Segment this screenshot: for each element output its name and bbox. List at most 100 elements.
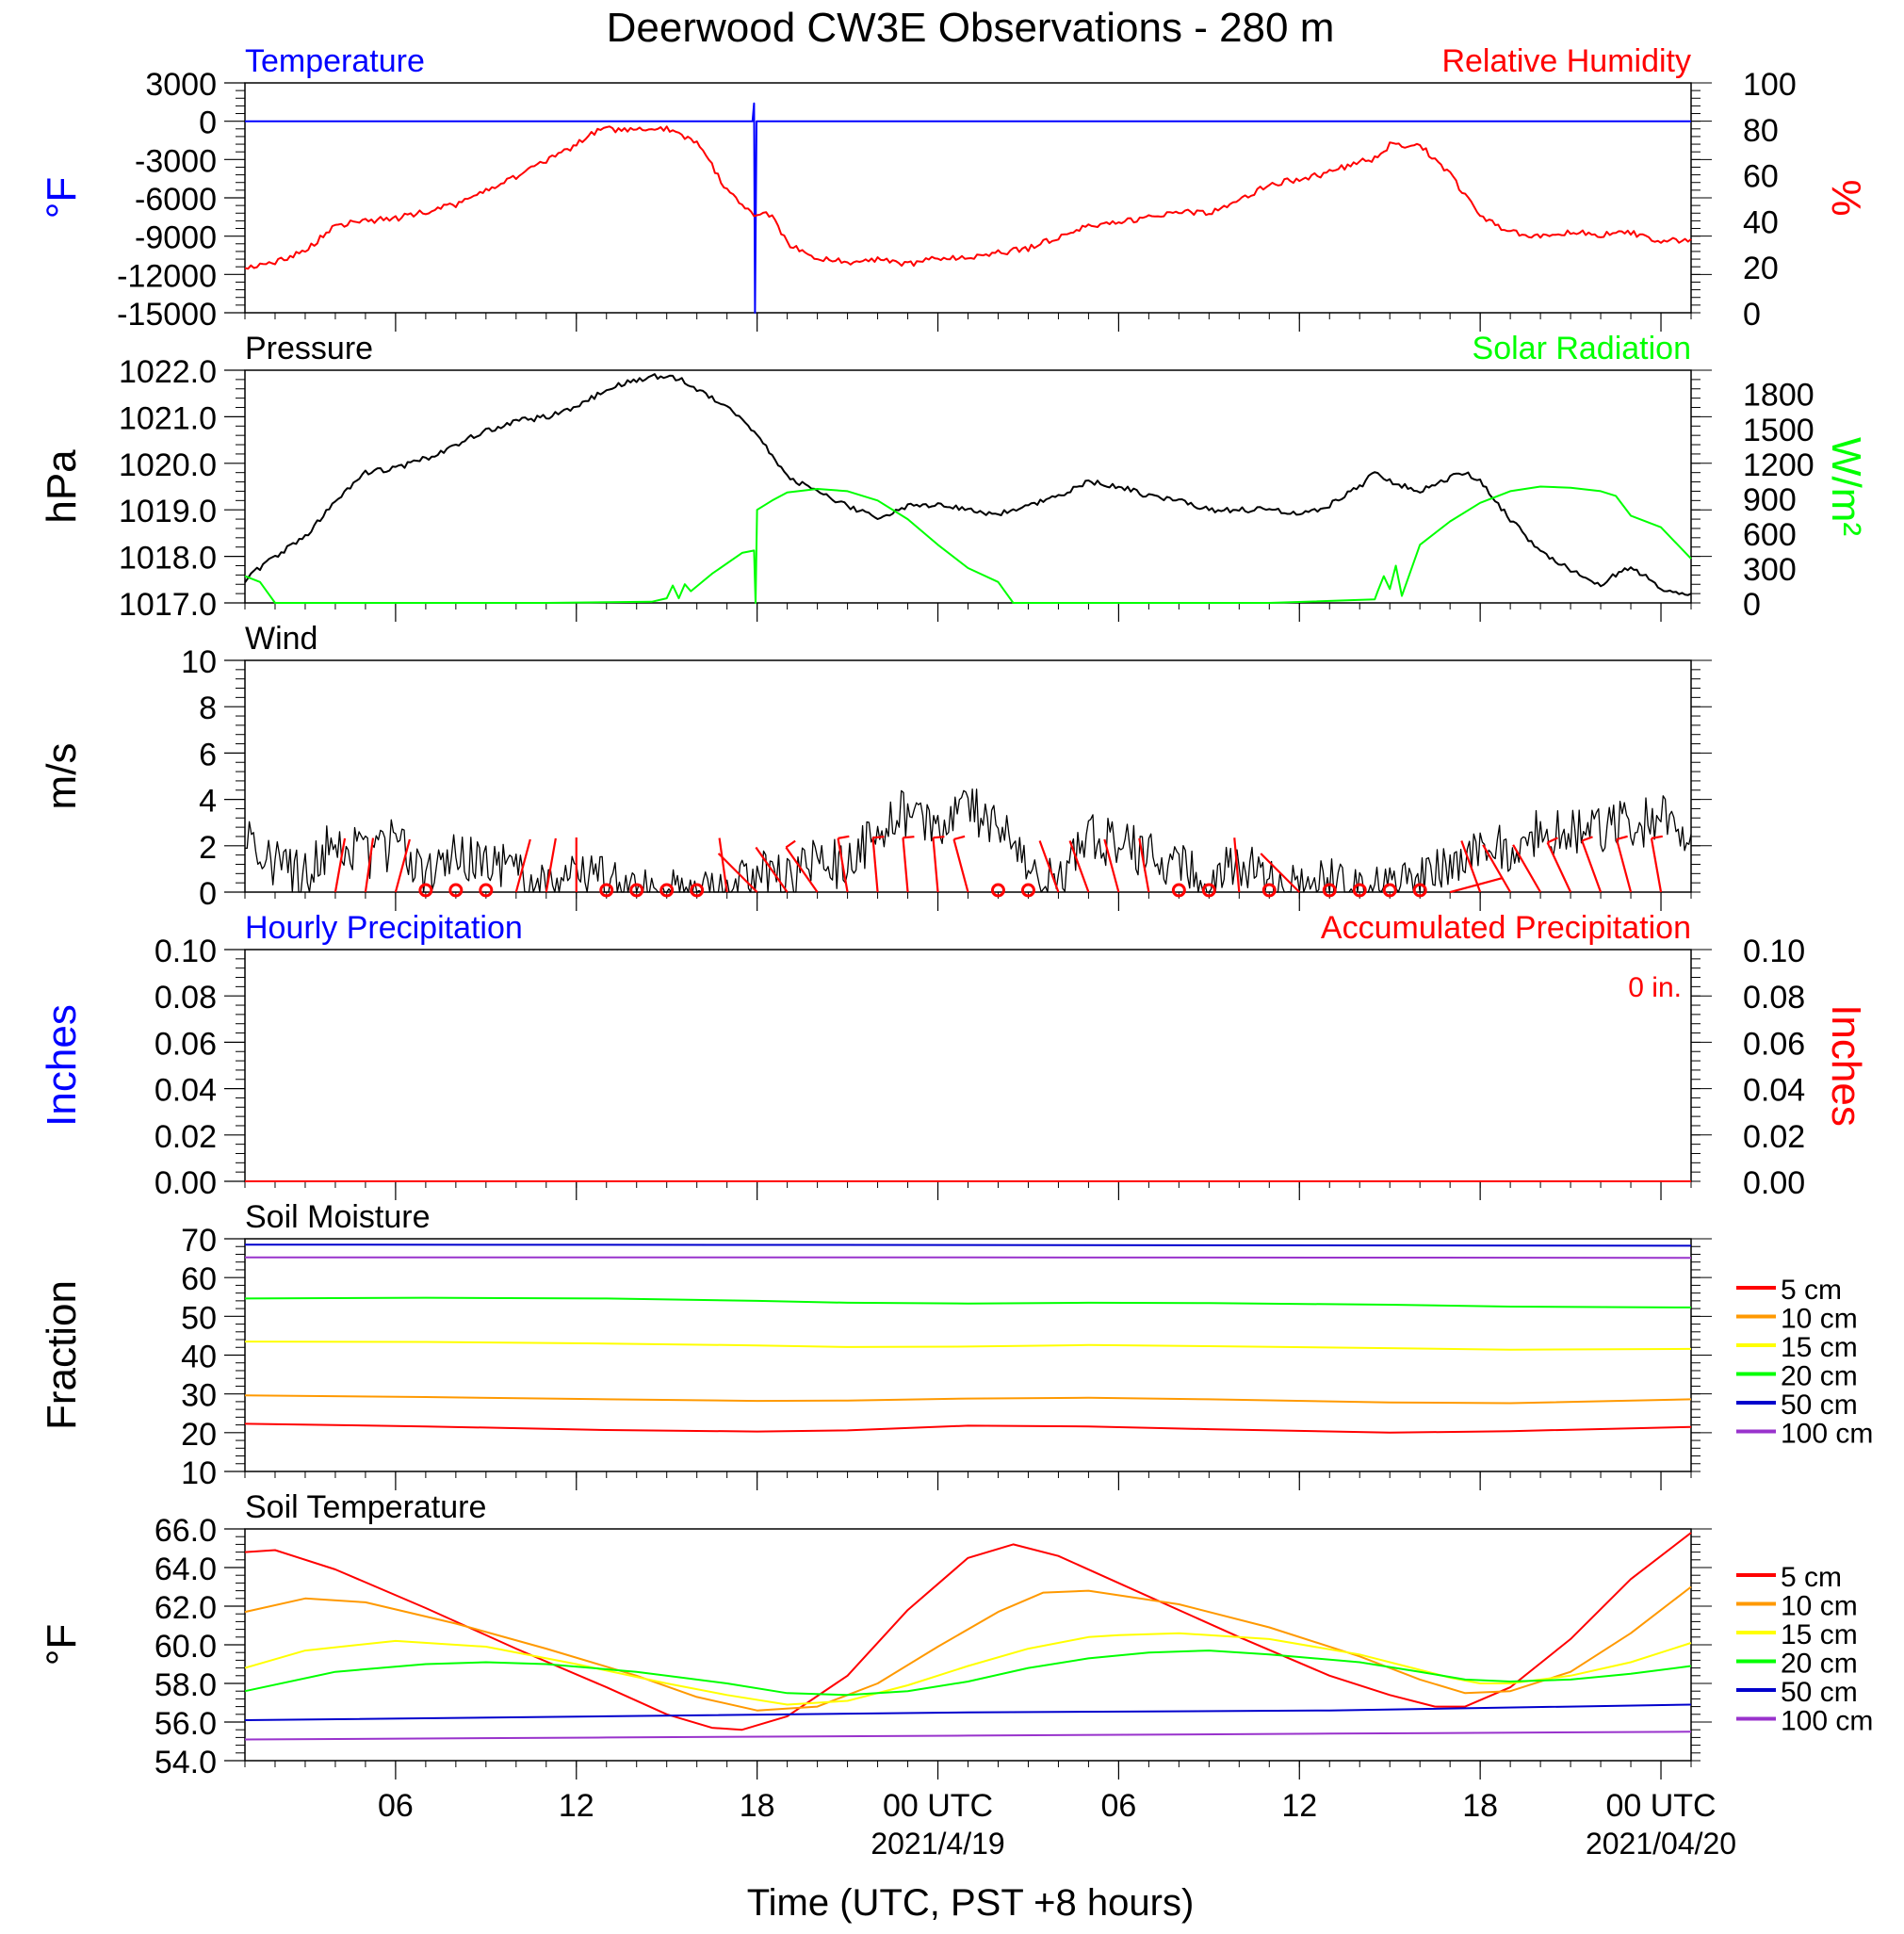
y-tick-label: 60.0	[155, 1629, 217, 1665]
wind-barb-feather	[1547, 837, 1558, 844]
y-tick-label: 70	[181, 1223, 217, 1259]
wind-barb-calm	[659, 883, 675, 898]
x-tick-label: 06	[1100, 1788, 1136, 1824]
x-tick-label: 18	[1462, 1788, 1498, 1824]
wind-barb-staff	[717, 853, 758, 893]
wind-barb	[718, 837, 728, 893]
wind-barb-feather	[953, 835, 966, 841]
wind-barb	[952, 835, 969, 893]
series-line-5cm	[244, 1532, 1692, 1731]
wind-barb-calm	[1020, 883, 1035, 898]
wind-barb	[1068, 840, 1090, 893]
panel-temp_rh: 30000-3000-6000-9000-12000-1500010080604…	[39, 43, 1869, 333]
y-tick-label: 3000	[145, 67, 217, 103]
wind-barb-staff	[1546, 841, 1572, 893]
series-line-1	[244, 485, 1692, 604]
x-date-label: 2021/04/20	[1586, 1827, 1736, 1861]
plot-frame	[244, 82, 1692, 314]
panel-soil_temperature: 66.064.062.060.058.056.054.0 Soil Tempera…	[39, 1489, 1873, 1780]
legend-label: 5 cm	[1781, 1562, 1842, 1593]
wind-barb-calm	[1171, 883, 1186, 898]
wind-barb	[755, 846, 789, 893]
wind-barb	[1038, 840, 1060, 893]
y-axis-label-left: Fraction	[39, 1280, 85, 1430]
y-tick-label: 62.0	[155, 1590, 217, 1626]
y-axis-label-right: Inches	[1823, 1004, 1869, 1127]
wind-barb-staff	[952, 838, 969, 893]
panel-title-right: Relative Humidity	[1441, 43, 1691, 79]
y-right-tick-label: 100	[1743, 67, 1797, 103]
panel-title-right: Solar Radiation	[1473, 331, 1691, 366]
legend-label: 50 cm	[1781, 1390, 1858, 1421]
legend-label: 20 cm	[1781, 1649, 1858, 1680]
y-tick-label: 30	[181, 1378, 217, 1414]
wind-barb	[1581, 836, 1603, 893]
y-tick-label: 60	[181, 1261, 217, 1297]
y-right-tick-label: 1800	[1743, 378, 1814, 414]
y-axis-label-left: °F	[39, 1624, 85, 1666]
series-line-20cm	[244, 1650, 1692, 1697]
panel-title-left: Soil Temperature	[245, 1489, 486, 1525]
y-tick-label: 56.0	[155, 1706, 217, 1742]
wind-barb-feather	[1651, 835, 1663, 839]
wind-barb-staff	[334, 837, 347, 893]
y-right-tick-label: 0	[1743, 297, 1761, 333]
wind-barb	[545, 837, 557, 893]
wind-barb-staff	[514, 838, 531, 893]
wind-barb	[334, 837, 347, 893]
legend-item: 10 cm	[1736, 1591, 1858, 1622]
x-axis-label: Time (UTC, PST +8 hours)	[747, 1882, 1195, 1924]
wind-barb-calm	[629, 883, 644, 898]
y-right-tick-label: 40	[1743, 204, 1779, 240]
wind-barb-feather	[838, 835, 850, 839]
wind-barb-calm	[1261, 883, 1277, 898]
legend-label: 5 cm	[1781, 1275, 1842, 1306]
legend-item: 50 cm	[1736, 1677, 1858, 1708]
wind-barb-calm	[1322, 883, 1337, 898]
legend-item: 10 cm	[1736, 1304, 1858, 1335]
series-line-10cm	[244, 1394, 1692, 1405]
series-line-20cm	[244, 1296, 1692, 1308]
y-tick-label: 0.10	[155, 934, 217, 969]
y-right-tick-label: 20	[1743, 251, 1779, 286]
panels-group: 30000-3000-6000-9000-12000-1500010080604…	[39, 43, 1873, 1780]
legend-label: 15 cm	[1781, 1619, 1858, 1650]
wind-barb-calm	[599, 883, 614, 898]
y-axis-label-left: m/s	[39, 743, 85, 810]
y-tick-label: 0.02	[155, 1119, 217, 1155]
wind-barb-calm	[690, 883, 705, 898]
y-tick-label: 1021.0	[119, 400, 217, 436]
wind-barb-feather	[1581, 836, 1593, 842]
series-line-5cm	[244, 1422, 1692, 1434]
wind-barb-calm	[1201, 883, 1216, 898]
y-tick-label: 54.0	[155, 1745, 217, 1780]
y-tick-label: 10	[181, 644, 217, 680]
y-right-tick-label: 1200	[1743, 447, 1814, 483]
wind-barb-staff	[785, 846, 819, 893]
y-tick-label: 58.0	[155, 1667, 217, 1703]
y-tick-label: -9000	[135, 220, 217, 256]
wind-barb	[1615, 835, 1633, 893]
legend-label: 10 cm	[1781, 1304, 1858, 1335]
x-tick-label: 00 UTC	[1605, 1788, 1716, 1824]
wind-barb	[1138, 837, 1150, 893]
wind-barb-calm	[448, 883, 464, 898]
legend-item: 20 cm	[1736, 1649, 1858, 1680]
y-tick-label: 66.0	[155, 1513, 217, 1549]
y-tick-label: -6000	[135, 182, 217, 218]
panel-title-left: Temperature	[245, 43, 425, 79]
x-tick-label: 18	[740, 1788, 775, 1824]
wind-barb	[717, 853, 758, 893]
panel-pressure_solar: 1022.0 1021.0 1020.0 1019.0 1018.0 1017.0 1800…	[39, 331, 1869, 623]
precip-total-annotation: 0 in.	[1628, 972, 1682, 1003]
legend-item: 15 cm	[1736, 1619, 1858, 1650]
wind-barb-staff	[755, 846, 789, 893]
series-line-15cm	[244, 1341, 1692, 1351]
series-line-50cm	[244, 1243, 1692, 1247]
y-tick-label: 64.0	[155, 1552, 217, 1587]
y-right-tick-label: 1500	[1743, 413, 1814, 448]
wind-barb-staff	[1650, 837, 1663, 893]
wind-barb-staff	[1233, 837, 1241, 893]
